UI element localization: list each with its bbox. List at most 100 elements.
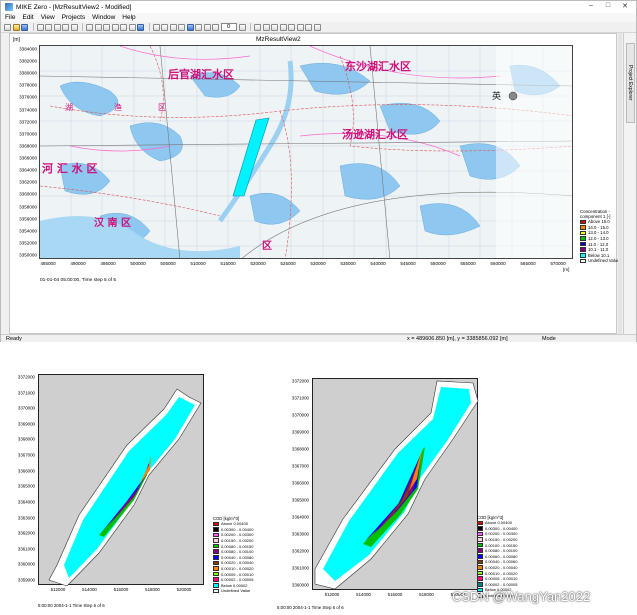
panel-left-legend-swatch: [213, 560, 219, 566]
copy-icon[interactable]: [45, 23, 52, 31]
panel-left-y-tick: 3363000: [17, 515, 35, 521]
panel-right-x-tick: 520000: [450, 592, 466, 597]
contour-icon[interactable]: [313, 23, 321, 31]
point-tool-icon[interactable]: [254, 23, 261, 31]
panel-left-legend-row: Undefined Value: [213, 588, 273, 594]
mike-zero-app-icon: [5, 3, 13, 11]
legend-row: 10.1 - 11.0: [580, 247, 626, 253]
x-tick-label: 550000: [430, 261, 446, 266]
zoom-out-icon[interactable]: [94, 23, 102, 31]
panel-right-legend-swatch: [477, 582, 483, 587]
menu-help[interactable]: Help: [122, 14, 136, 21]
profile-icon[interactable]: [279, 23, 287, 31]
status-mode: Mode: [542, 335, 556, 342]
loop-icon[interactable]: [212, 23, 219, 31]
window-title: MIKE Zero - [MzResultView2 - Modified]: [16, 3, 132, 11]
y-tick-label: 3374000: [19, 107, 37, 113]
menu-window[interactable]: Window: [92, 14, 116, 21]
left-plume-purple: [109, 475, 147, 525]
label-he-huishui: 河 汇 水 区: [42, 161, 98, 175]
result-view-document: [m] MzResultView2 3384000 3382000 3380000 3…: [9, 33, 619, 334]
stop-icon[interactable]: [186, 23, 194, 31]
y-axis-ticks: 3384000 3382000 3380000 3378000 3376000 33740…: [10, 45, 39, 259]
last-step-icon[interactable]: [178, 23, 185, 31]
play-icon[interactable]: [161, 23, 168, 31]
y-tick-label: 3350000: [19, 252, 37, 258]
result-map-canvas[interactable]: 后官湖汇水区 东沙湖汇水区 汤逊湖汇水区 河 汇 水 区 湖 渔 区 汉 南 区…: [39, 45, 573, 259]
polygon-tool-icon[interactable]: [271, 23, 278, 31]
panel-right-legend-swatch: [477, 565, 483, 570]
status-coordinates: x = 489606.850 [m], y = 3385856.092 [m]: [407, 335, 508, 342]
menu-projects[interactable]: Projects: [61, 14, 86, 21]
project-explorer-panel: Project Explorer: [623, 33, 636, 334]
pan-icon[interactable]: [103, 23, 110, 31]
grid-icon[interactable]: [305, 23, 312, 31]
panel-left-y-tick: 3364000: [17, 499, 35, 505]
toolbar-separator: [250, 23, 251, 31]
legend-label: Below 10.1: [588, 252, 610, 258]
right-timestep: 5:00:00 2004-1-1 Time Step 6 of 6: [277, 605, 344, 610]
zoom-extent-icon[interactable]: [111, 23, 119, 31]
panel-right-x-tick: 516000: [387, 592, 403, 597]
panel-left-legend-row: 0.00080 - 0.00100: [213, 549, 273, 555]
print-icon[interactable]: [62, 23, 69, 31]
spin-icon[interactable]: [238, 23, 246, 31]
first-step-icon[interactable]: [152, 23, 160, 31]
panel-left-legend-label: 0.00020 - 0.00040: [221, 560, 254, 566]
save-icon[interactable]: [21, 23, 28, 31]
x-tick-label: 540000: [370, 261, 386, 266]
title-bar: MIKE Zero - [MzResultView2 - Modified] –…: [1, 1, 636, 13]
label-ying: 英: [492, 90, 501, 102]
toolbar-separator: [32, 23, 34, 31]
panel-left-legend-swatch: [213, 521, 219, 527]
toolbar-separator: [148, 23, 150, 31]
x-tick-label: 545000: [400, 261, 416, 266]
left-plot-frame: [38, 374, 204, 587]
csdn-watermark: CSDN @WangYan2022: [452, 589, 591, 604]
open-folder-icon[interactable]: [12, 23, 20, 31]
minimize-button[interactable]: –: [589, 2, 593, 9]
y-tick-label: 3378000: [19, 82, 37, 88]
step-forward-icon[interactable]: [169, 23, 177, 31]
panel-right-y-tick: 3362000: [291, 548, 309, 554]
line-tool-icon[interactable]: [262, 23, 270, 31]
project-explorer-tab[interactable]: Project Explorer: [626, 43, 635, 123]
close-button[interactable]: ✕: [622, 3, 628, 10]
select-icon[interactable]: [128, 23, 136, 31]
maximize-button[interactable]: □: [605, 2, 611, 9]
zoom-previous-icon[interactable]: [120, 23, 127, 31]
legend-swatch: [580, 225, 586, 230]
vector-icon[interactable]: [296, 23, 304, 31]
panel-left-legend-label: 0.00150 - 0.00200: [221, 538, 254, 544]
help-icon[interactable]: [70, 23, 78, 31]
label-hannan: 汉 南 区: [94, 216, 131, 229]
panel-right-legend-row: 0.00200 - 0.00300: [477, 531, 537, 537]
y-tick-label: 3370000: [19, 131, 37, 137]
zoom-in-icon[interactable]: [86, 23, 93, 31]
x-tick-label: 570000: [550, 261, 566, 266]
legend-label: Above 15.0: [588, 219, 610, 225]
cod-panel-right: 3372000 3371000 3370000 3369000 3368000 33670…: [277, 372, 635, 610]
panel-right-legend-swatch: [477, 520, 483, 526]
panel-left-y-tick: 3369000: [17, 421, 35, 427]
record-icon[interactable]: [195, 23, 202, 31]
panel-right-legend-label: Below 0.00002: [485, 587, 512, 593]
vertical-scrollbar[interactable]: [618, 33, 622, 334]
x-tick-label: 555000: [460, 261, 476, 266]
properties-icon[interactable]: [137, 23, 144, 31]
time-icon[interactable]: [203, 23, 211, 31]
zoom-level-input[interactable]: 0: [220, 23, 237, 31]
timeseries-icon[interactable]: [288, 23, 295, 31]
panel-right-y-tick: 3361000: [291, 565, 309, 571]
menu-view[interactable]: View: [40, 14, 55, 21]
menu-edit[interactable]: Edit: [22, 14, 34, 21]
legend-swatch: [580, 219, 586, 225]
paste-icon[interactable]: [53, 23, 61, 31]
panel-right-legend-swatch: [477, 593, 483, 598]
label-qu-2: 区: [262, 240, 272, 252]
new-file-icon[interactable]: [4, 23, 11, 31]
panel-right-y-tick: 3370000: [291, 412, 309, 418]
legend-label: 12.0 - 13.0: [588, 236, 609, 242]
menu-file[interactable]: File: [5, 14, 16, 21]
cut-icon[interactable]: [36, 23, 44, 31]
